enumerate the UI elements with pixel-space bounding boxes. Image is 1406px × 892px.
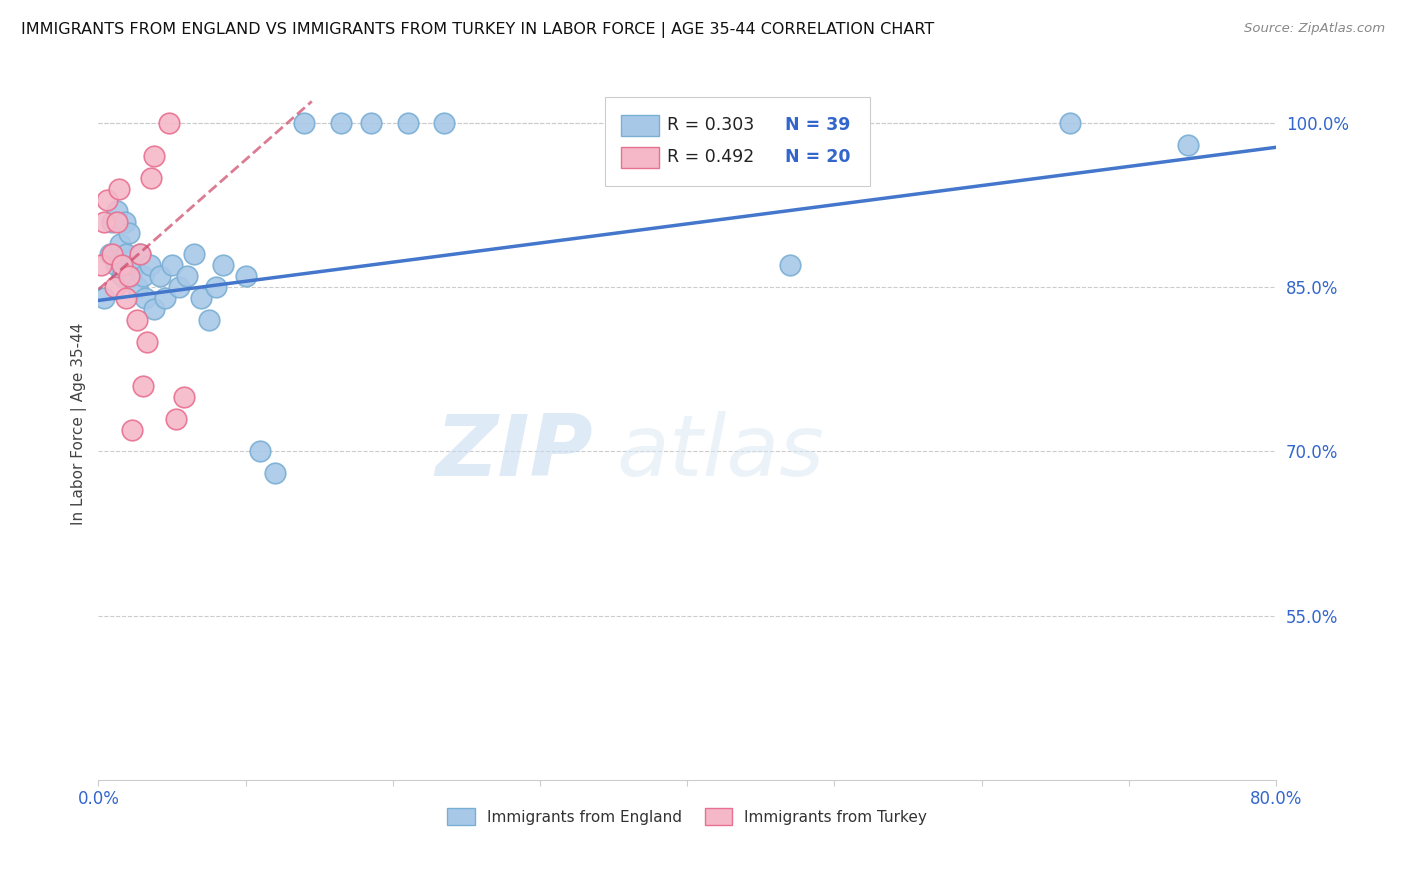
Text: IMMIGRANTS FROM ENGLAND VS IMMIGRANTS FROM TURKEY IN LABOR FORCE | AGE 35-44 COR: IMMIGRANTS FROM ENGLAND VS IMMIGRANTS FR…	[21, 22, 935, 38]
Text: ZIP: ZIP	[436, 411, 593, 494]
Y-axis label: In Labor Force | Age 35-44: In Labor Force | Age 35-44	[72, 323, 87, 525]
Point	[108, 182, 131, 196]
Point	[1177, 138, 1199, 153]
Point	[141, 170, 163, 185]
Point	[128, 247, 150, 261]
Point	[93, 291, 115, 305]
Point	[125, 313, 148, 327]
Point	[115, 291, 138, 305]
Text: N = 20: N = 20	[785, 148, 851, 167]
Point	[779, 259, 801, 273]
Point	[173, 390, 195, 404]
Point	[433, 116, 456, 130]
Point	[115, 247, 138, 261]
FancyBboxPatch shape	[605, 97, 870, 186]
Point	[212, 259, 235, 273]
Point	[197, 313, 219, 327]
FancyBboxPatch shape	[621, 147, 659, 168]
Point	[249, 444, 271, 458]
Point	[118, 226, 141, 240]
Point	[160, 259, 183, 273]
Point	[139, 259, 162, 273]
Point	[134, 291, 156, 305]
Point	[111, 269, 134, 284]
Point	[264, 467, 287, 481]
Point	[169, 280, 191, 294]
Point	[235, 269, 257, 284]
Point	[105, 259, 128, 273]
Point	[176, 269, 198, 284]
Legend: Immigrants from England, Immigrants from Turkey: Immigrants from England, Immigrants from…	[447, 807, 928, 825]
Point	[125, 280, 148, 294]
Point	[93, 215, 115, 229]
Point	[294, 116, 316, 130]
Point	[98, 247, 121, 261]
Point	[90, 259, 112, 273]
Point	[330, 116, 353, 130]
Point	[103, 280, 125, 294]
Point	[110, 236, 132, 251]
Point	[143, 302, 166, 317]
Point	[107, 203, 129, 218]
Point	[183, 247, 205, 261]
Point	[122, 259, 145, 273]
Point	[100, 215, 122, 229]
Point	[120, 269, 142, 284]
Point	[157, 116, 180, 130]
Text: Source: ZipAtlas.com: Source: ZipAtlas.com	[1244, 22, 1385, 36]
Point	[205, 280, 228, 294]
Point	[131, 378, 153, 392]
Point	[153, 291, 176, 305]
Point	[190, 291, 212, 305]
Point	[136, 334, 159, 349]
Point	[118, 269, 141, 284]
Point	[1059, 116, 1081, 130]
Point	[131, 269, 153, 284]
Point	[396, 116, 419, 130]
Point	[165, 411, 187, 425]
Point	[111, 259, 134, 273]
Point	[360, 116, 382, 130]
Point	[149, 269, 172, 284]
Text: atlas: atlas	[617, 411, 824, 494]
Point	[96, 193, 118, 207]
Point	[107, 215, 129, 229]
Point	[114, 215, 136, 229]
Text: R = 0.303: R = 0.303	[668, 117, 755, 135]
Point	[100, 247, 122, 261]
Point	[121, 423, 143, 437]
Text: R = 0.492: R = 0.492	[668, 148, 755, 167]
Point	[143, 149, 166, 163]
Text: N = 39: N = 39	[785, 117, 851, 135]
FancyBboxPatch shape	[621, 115, 659, 136]
Point	[128, 247, 150, 261]
